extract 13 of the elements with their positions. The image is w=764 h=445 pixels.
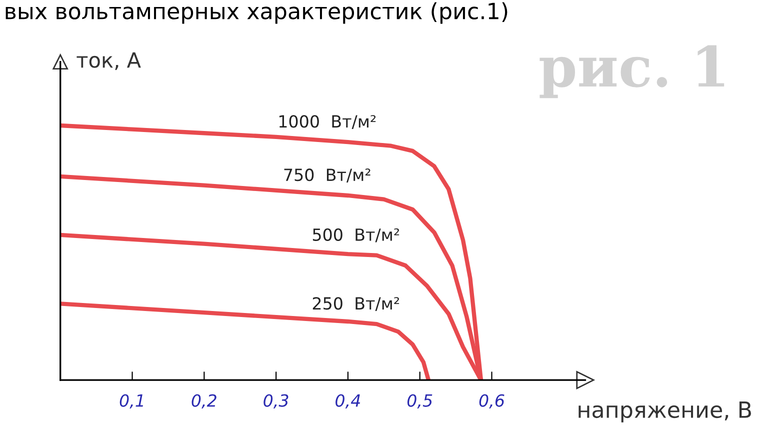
series-label: 1000 Вт/м² <box>279 115 376 130</box>
chart-title: вых вольтамперных характеристик (рис.1) <box>6 2 508 24</box>
x-tick-label: 0,3 <box>264 394 288 409</box>
series-label: 500 Вт/м² <box>312 228 400 242</box>
series-label: 750 Вт/м² <box>284 168 370 182</box>
x-axis-title: напряжение, В <box>578 402 751 422</box>
x-tick-label: 0,5 <box>407 394 432 409</box>
series-label: 250 Вт/м² <box>312 297 400 311</box>
x-tick-label: 0,4 <box>336 394 360 409</box>
x-tick-label: 0,6 <box>479 394 504 409</box>
y-axis-title: ток, А <box>76 52 141 70</box>
x-tick-label: 0,1 <box>120 394 143 409</box>
x-tick-label: 0,2 <box>192 394 216 409</box>
